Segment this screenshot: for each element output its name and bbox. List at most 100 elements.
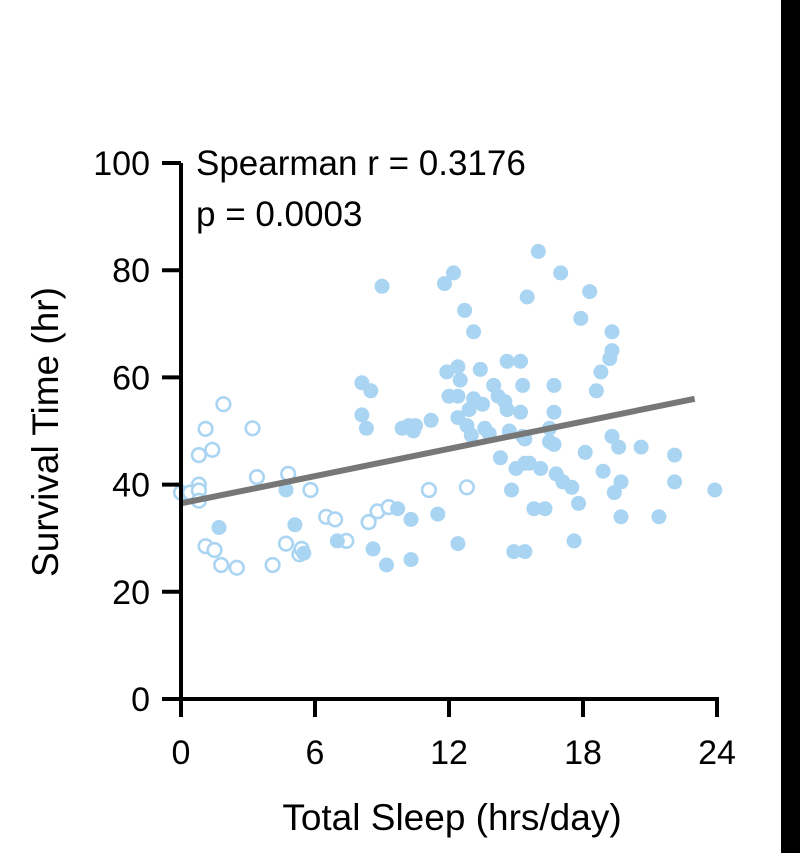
filled-point-79 xyxy=(595,463,611,479)
x-tick-label-18: 18 xyxy=(564,734,602,772)
filled-point-72 xyxy=(566,533,582,549)
open-point-20 xyxy=(302,481,319,499)
filled-point-92 xyxy=(707,482,723,498)
filled-point-27 xyxy=(452,372,468,388)
filled-point-37 xyxy=(475,396,490,412)
filled-point-8 xyxy=(363,383,379,399)
filled-point-7 xyxy=(358,420,374,436)
filled-point-78 xyxy=(593,364,609,380)
trend-line xyxy=(180,395,696,507)
filled-point-82 xyxy=(604,324,620,340)
filled-point-74 xyxy=(573,310,589,326)
open-point-16 xyxy=(277,535,295,552)
filled-point-47 xyxy=(504,482,519,498)
filled-point-1 xyxy=(278,482,294,498)
filled-point-66 xyxy=(546,404,562,420)
filled-point-58 xyxy=(521,455,537,471)
open-point-13 xyxy=(244,420,261,437)
open-point-5 xyxy=(190,447,207,464)
x-tick-label-6: 6 xyxy=(306,734,325,772)
filled-point-2 xyxy=(287,517,303,533)
filled-point-45 xyxy=(499,402,515,418)
filled-point-9 xyxy=(365,541,381,557)
filled-point-50 xyxy=(513,353,528,369)
filled-point-83 xyxy=(604,428,620,444)
open-point-28 xyxy=(458,479,476,496)
open-point-10 xyxy=(206,541,223,559)
filled-point-18 xyxy=(408,418,423,434)
axes: 0 20 40 60 80 100 0 6 12 18 24 xyxy=(93,145,736,772)
filled-point-75 xyxy=(577,444,593,460)
filled-point-25 xyxy=(450,359,466,375)
filled-point-89 xyxy=(651,509,667,525)
filled-point-57 xyxy=(517,544,533,560)
points-layer xyxy=(172,243,723,576)
filled-point-91 xyxy=(667,474,683,490)
y-tick-label-20: 20 xyxy=(112,574,150,612)
open-point-15 xyxy=(264,556,281,574)
filled-point-5 xyxy=(354,407,370,423)
filled-point-61 xyxy=(533,461,549,476)
open-point-11 xyxy=(213,556,230,574)
y-axis-label: Survival Time (hr) xyxy=(25,287,66,577)
open-point-12 xyxy=(228,559,245,576)
filled-point-16 xyxy=(403,552,419,568)
filled-point-60 xyxy=(530,243,546,259)
filled-point-35 xyxy=(466,324,482,340)
filled-point-86 xyxy=(613,474,629,490)
filled-point-0 xyxy=(211,520,227,535)
open-point-6 xyxy=(197,420,214,438)
filled-point-69 xyxy=(553,265,569,281)
filled-point-88 xyxy=(633,439,649,455)
open-point-27 xyxy=(420,481,438,499)
filled-point-42 xyxy=(492,450,508,466)
filled-point-21 xyxy=(437,276,452,292)
open-point-7 xyxy=(204,441,221,458)
filled-point-62 xyxy=(537,501,553,517)
x-tick-label-12: 12 xyxy=(430,734,468,772)
filled-point-30 xyxy=(457,302,473,318)
x-tick-label-24: 24 xyxy=(698,734,736,772)
filled-point-48 xyxy=(506,544,522,560)
filled-point-29 xyxy=(450,536,466,552)
filled-point-85 xyxy=(611,439,627,455)
open-point-22 xyxy=(327,511,344,528)
filled-point-4 xyxy=(329,533,345,549)
y-tick-label-80: 80 xyxy=(112,252,150,290)
filled-point-67 xyxy=(546,377,562,393)
x-tick-label-0: 0 xyxy=(172,734,191,772)
filled-point-73 xyxy=(571,495,586,511)
filled-point-87 xyxy=(613,509,629,525)
filled-point-33 xyxy=(463,427,479,443)
y-tick-label-100: 100 xyxy=(93,145,150,183)
filled-point-77 xyxy=(588,383,604,399)
filled-point-55 xyxy=(519,289,535,305)
annotation-spearman: Spearman r = 0.3176 xyxy=(196,144,526,183)
filled-point-12 xyxy=(390,501,406,517)
filled-point-15 xyxy=(403,511,419,527)
x-axis-label: Total Sleep (hrs/day) xyxy=(282,797,621,838)
open-point-24 xyxy=(360,513,377,531)
filled-point-26 xyxy=(450,388,466,404)
filled-point-36 xyxy=(472,361,488,377)
filled-point-65 xyxy=(546,436,562,452)
filled-point-76 xyxy=(582,284,598,300)
filled-point-90 xyxy=(667,447,683,463)
y-tick-label-0: 0 xyxy=(131,681,150,719)
filled-point-44 xyxy=(499,353,515,369)
filled-point-51 xyxy=(513,404,528,420)
filled-point-19 xyxy=(423,412,439,428)
filled-point-84 xyxy=(606,485,622,501)
filled-point-59 xyxy=(526,501,542,517)
filled-point-81 xyxy=(604,343,620,359)
filled-point-24 xyxy=(446,265,461,281)
annotation-p-value: p = 0.0003 xyxy=(196,195,362,234)
filled-point-54 xyxy=(515,377,531,393)
open-point-8 xyxy=(215,396,232,413)
y-tick-label-60: 60 xyxy=(112,359,150,397)
window-edge xyxy=(781,0,800,853)
y-tick-label-40: 40 xyxy=(112,467,150,505)
filled-point-10 xyxy=(374,278,390,294)
filled-point-11 xyxy=(379,557,394,573)
